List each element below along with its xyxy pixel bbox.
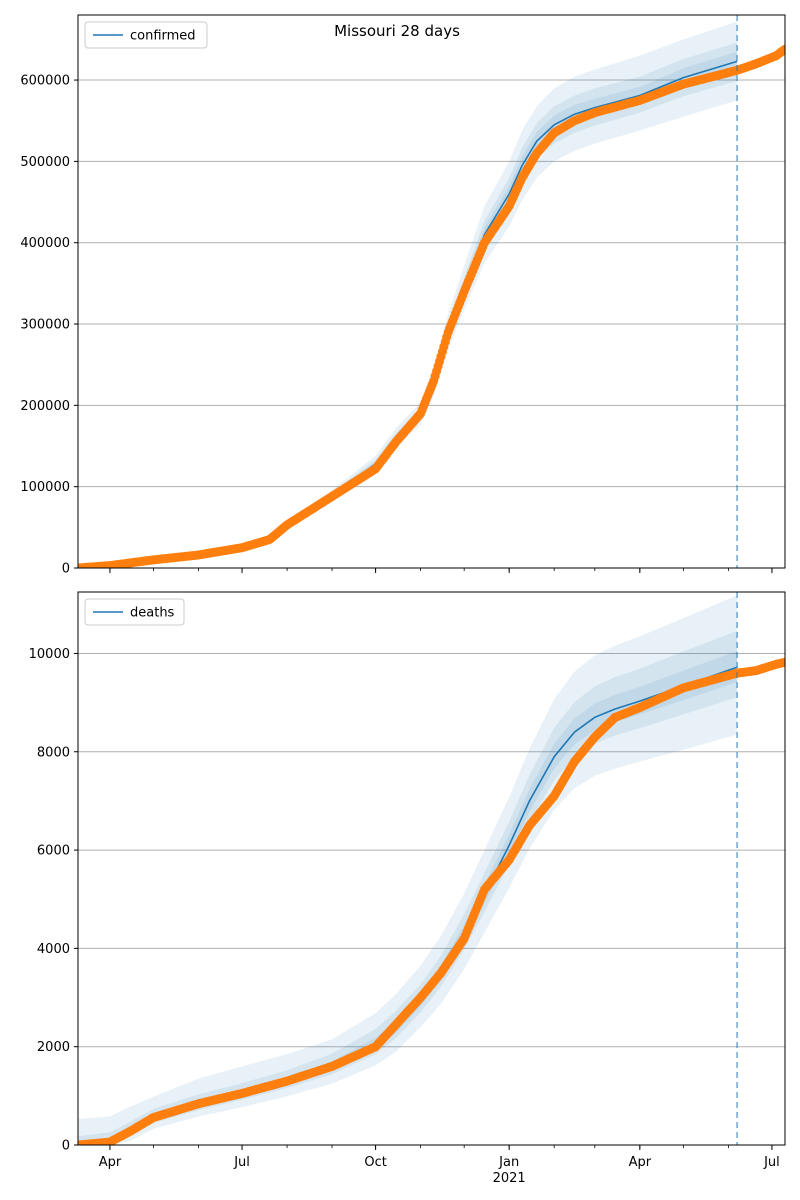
x-tick-label-5: Jul	[763, 1155, 780, 1170]
y-tick-label-0: 0	[62, 1139, 70, 1154]
y-tick-label-5: 500000	[20, 155, 70, 170]
y-tick-label-5: 10000	[29, 647, 70, 662]
plot-area	[78, 21, 785, 568]
x-tick-label-3: Jan	[498, 1155, 519, 1170]
legend-box	[84, 598, 185, 626]
legend-label: deaths	[130, 606, 175, 621]
x-tick-sublabel-3: 2021	[493, 1171, 526, 1186]
uncertainty-band-0	[78, 595, 738, 1145]
y-tick-label-1: 2000	[37, 1040, 70, 1055]
model-line	[78, 60, 738, 568]
uncertainty-band-0	[78, 21, 738, 568]
y-tick-label-1: 100000	[20, 480, 70, 495]
confirmed-panel: 0 100000 200000 300000 400000 500000 600000 con…	[20, 14, 786, 577]
observed-point-487	[780, 657, 785, 667]
chart-title: Missouri 28 days	[334, 22, 460, 40]
y-tick-label-3: 300000	[20, 318, 70, 333]
y-tick-label-4: 8000	[37, 745, 70, 760]
plot-area	[78, 595, 785, 1145]
x-tick-label-4: Apr	[629, 1155, 652, 1170]
y-tick-label-4: 400000	[20, 236, 70, 251]
uncertainty-band-1	[78, 630, 738, 1145]
y-tick-label-3: 6000	[37, 844, 70, 859]
y-tick-label-6: 600000	[20, 74, 70, 89]
x-tick-label-1: Jul	[233, 1155, 250, 1170]
y-tick-label-2: 200000	[20, 399, 70, 414]
observed-point-487	[780, 44, 785, 54]
axes-frame	[77, 591, 786, 1146]
uncertainty-band-1	[78, 42, 738, 568]
x-tick-label-0: Apr	[99, 1155, 122, 1170]
y-tick-label-2: 4000	[37, 942, 70, 957]
axes-frame	[77, 14, 786, 569]
y-tick-label-0: 0	[62, 562, 70, 577]
legend-box	[84, 21, 208, 49]
legend-label: confirmed	[130, 29, 196, 44]
x-tick-label-2: Oct	[364, 1155, 386, 1170]
uncertainty-band-2	[78, 651, 738, 1145]
